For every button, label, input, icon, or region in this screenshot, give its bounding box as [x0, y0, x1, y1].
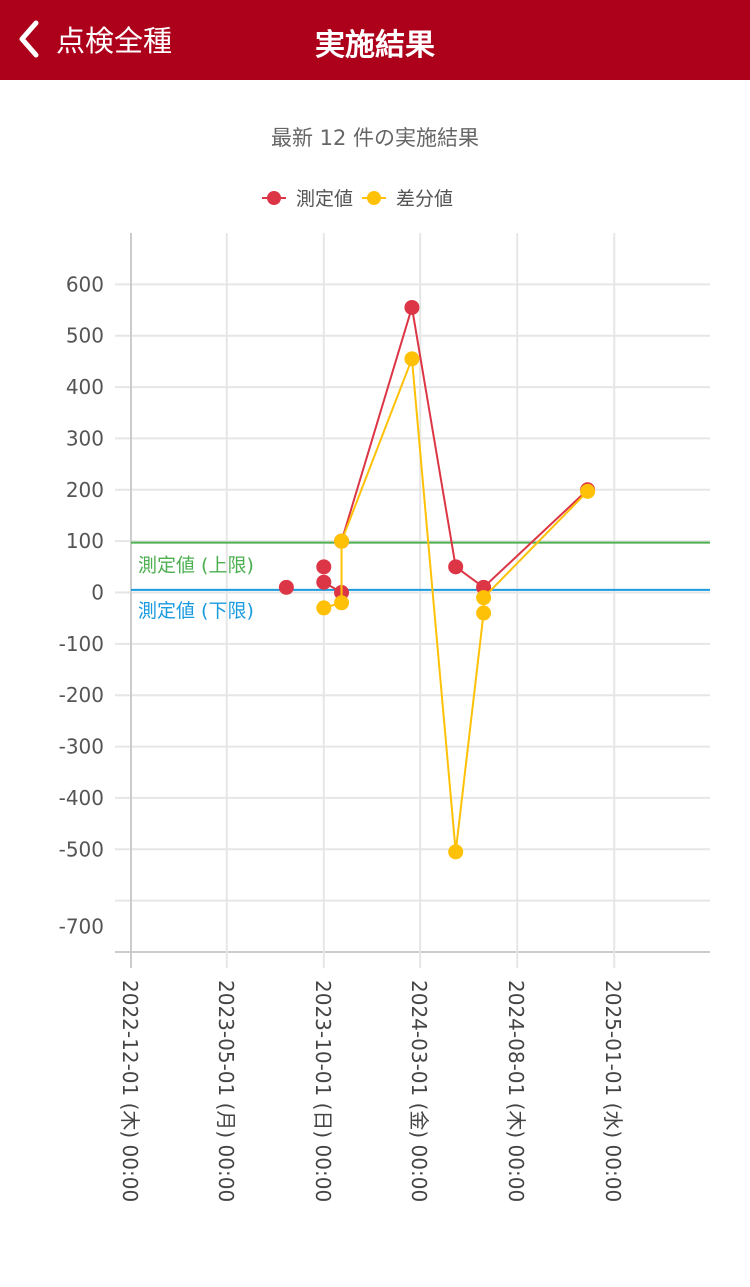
y-tick-label: 0	[91, 581, 104, 605]
y-tick-label: -500	[59, 837, 104, 861]
data-point	[278, 579, 294, 595]
data-point	[334, 533, 350, 549]
x-tick-label: 2023-05-01 (月) 00:00	[214, 980, 238, 1202]
legend-label-measured: 測定値	[296, 188, 353, 210]
plot-area	[278, 299, 596, 860]
x-axis: 2022-12-01 (木) 00:00 2023-05-01 (月) 00:00…	[118, 980, 625, 1202]
chevron-left-icon	[19, 20, 39, 58]
reference-lines: 測定値 (上限) 測定値 (下限)	[131, 541, 710, 622]
y-tick-label: -700	[59, 914, 104, 938]
reference-line-label: 測定値 (上限)	[138, 555, 254, 577]
series-diff	[316, 351, 596, 860]
app-header: 点検全種 実施結果	[0, 0, 750, 80]
reference-line-label: 測定値 (下限)	[138, 600, 254, 622]
data-point	[316, 600, 332, 616]
y-tick-label: 100	[66, 529, 104, 553]
y-tick-label: 400	[66, 375, 104, 399]
x-tick-label: 2023-10-01 (日) 00:00	[311, 980, 335, 1202]
x-tick-label: 2022-12-01 (木) 00:00	[118, 980, 142, 1202]
y-tick-label: -100	[59, 632, 104, 656]
data-point	[476, 590, 492, 606]
back-label: 点検全種	[56, 24, 173, 58]
legend-marker-measured	[267, 191, 281, 205]
data-point	[404, 299, 420, 315]
y-tick-label: 500	[66, 324, 104, 348]
data-point	[404, 351, 420, 367]
x-tick-label: 2024-03-01 (金) 00:00	[407, 980, 431, 1202]
chart: 最新 12 件の実施結果 測定値 差分値 測定値 (上限) 測定値 (下限) 60…	[59, 126, 710, 1202]
data-point	[448, 844, 464, 860]
y-tick-label: 300	[66, 426, 104, 450]
series-line	[323, 358, 589, 852]
chart-title: 最新 12 件の実施結果	[271, 126, 479, 150]
y-tick-label: 200	[66, 478, 104, 502]
data-point	[316, 559, 332, 575]
legend-item-measured[interactable]: 測定値	[262, 188, 353, 210]
data-point	[316, 574, 332, 590]
grid	[115, 233, 710, 968]
x-tick-label: 2024-08-01 (木) 00:00	[504, 980, 528, 1202]
data-point	[476, 605, 492, 621]
page-title: 実施結果	[315, 28, 435, 63]
y-tick-label: 600	[66, 272, 104, 296]
legend-marker-diff	[367, 191, 381, 205]
legend: 測定値 差分値	[262, 188, 453, 210]
data-point	[580, 483, 596, 499]
data-point	[448, 559, 464, 575]
y-tick-label: -200	[59, 683, 104, 707]
legend-item-diff[interactable]: 差分値	[362, 188, 453, 210]
data-point	[476, 579, 492, 595]
y-tick-label: -400	[59, 786, 104, 810]
legend-label-diff: 差分値	[396, 188, 453, 210]
x-tick-label: 2025-01-01 (水) 00:00	[601, 980, 625, 1202]
y-tick-label: -300	[59, 735, 104, 759]
data-point	[334, 595, 350, 611]
y-axis: 600 500 400 300 200 100 0 -100 -200 -300 -400 -500 -…	[59, 272, 104, 938]
series-measured	[278, 299, 596, 600]
back-button[interactable]: 点検全種	[16, 18, 172, 60]
